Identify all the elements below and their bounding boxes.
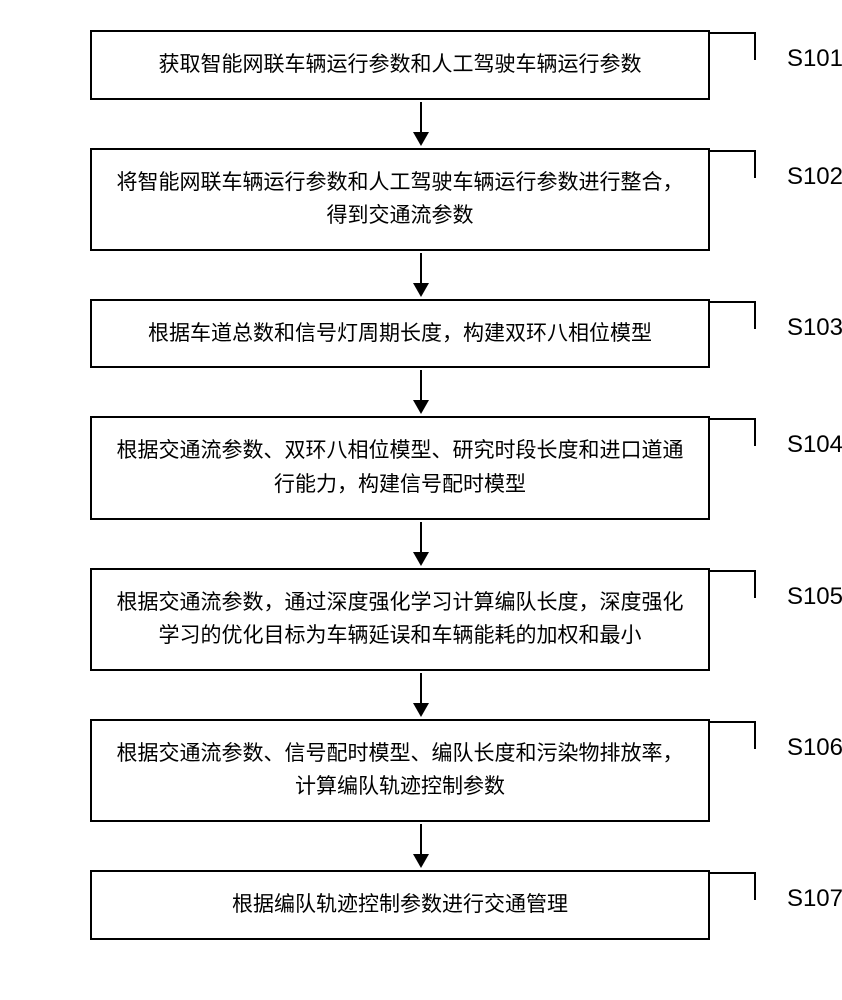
step-text: 根据车道总数和信号灯周期长度，构建双环八相位模型 [148, 317, 652, 351]
arrow-line [420, 370, 422, 400]
arrow-2 [413, 251, 429, 299]
connector-line [708, 150, 756, 178]
step-box-s103: 根据车道总数和信号灯周期长度，构建双环八相位模型 S103 [90, 299, 710, 369]
step-box-s104: 根据交通流参数、双环八相位模型、研究时段长度和进口道通行能力，构建信号配时模型 … [90, 416, 710, 519]
step-row-1: 获取智能网联车辆运行参数和人工驾驶车辆运行参数 S101 [50, 30, 792, 100]
step-row-5: 根据交通流参数，通过深度强化学习计算编队长度，深度强化学习的优化目标为车辆延误和… [50, 568, 792, 671]
arrow-line [420, 102, 422, 132]
step-row-6: 根据交通流参数、信号配时模型、编队长度和污染物排放率，计算编队轨迹控制参数 S1… [50, 719, 792, 822]
connector-line [708, 721, 756, 749]
step-text: 将智能网联车辆运行参数和人工驾驶车辆运行参数进行整合，得到交通流参数 [112, 166, 688, 233]
step-row-7: 根据编队轨迹控制参数进行交通管理 S107 [50, 870, 792, 940]
step-label-s107: S107 [787, 880, 842, 918]
arrow-line [420, 824, 422, 854]
box-container-1: 获取智能网联车辆运行参数和人工驾驶车辆运行参数 S101 [90, 30, 710, 100]
arrow-5 [413, 671, 429, 719]
arrow-head [413, 283, 429, 297]
step-text: 根据交通流参数，通过深度强化学习计算编队长度，深度强化学习的优化目标为车辆延误和… [112, 586, 688, 653]
box-container-4: 根据交通流参数、双环八相位模型、研究时段长度和进口道通行能力，构建信号配时模型 … [90, 416, 710, 519]
step-box-s106: 根据交通流参数、信号配时模型、编队长度和污染物排放率，计算编队轨迹控制参数 S1… [90, 719, 710, 822]
arrow-3 [413, 368, 429, 416]
arrow-line [420, 253, 422, 283]
connector-line [708, 872, 756, 900]
connector-line [708, 570, 756, 598]
arrow-6 [413, 822, 429, 870]
arrow-head [413, 552, 429, 566]
step-label-s104: S104 [787, 426, 842, 464]
step-label-s101: S101 [787, 40, 842, 78]
arrow-4 [413, 520, 429, 568]
step-text: 根据编队轨迹控制参数进行交通管理 [232, 888, 568, 922]
step-label-s106: S106 [787, 729, 842, 767]
step-text: 获取智能网联车辆运行参数和人工驾驶车辆运行参数 [159, 48, 642, 82]
step-row-3: 根据车道总数和信号灯周期长度，构建双环八相位模型 S103 [50, 299, 792, 369]
step-text: 根据交通流参数、信号配时模型、编队长度和污染物排放率，计算编队轨迹控制参数 [112, 737, 688, 804]
step-box-s105: 根据交通流参数，通过深度强化学习计算编队长度，深度强化学习的优化目标为车辆延误和… [90, 568, 710, 671]
box-container-6: 根据交通流参数、信号配时模型、编队长度和污染物排放率，计算编队轨迹控制参数 S1… [90, 719, 710, 822]
step-box-s101: 获取智能网联车辆运行参数和人工驾驶车辆运行参数 S101 [90, 30, 710, 100]
box-container-2: 将智能网联车辆运行参数和人工驾驶车辆运行参数进行整合，得到交通流参数 S102 [90, 148, 710, 251]
arrow-head [413, 703, 429, 717]
arrow-head [413, 132, 429, 146]
connector-line [708, 418, 756, 446]
step-label-s105: S105 [787, 578, 842, 616]
arrow-line [420, 673, 422, 703]
arrow-head [413, 854, 429, 868]
arrow-head [413, 400, 429, 414]
step-box-s107: 根据编队轨迹控制参数进行交通管理 S107 [90, 870, 710, 940]
step-row-2: 将智能网联车辆运行参数和人工驾驶车辆运行参数进行整合，得到交通流参数 S102 [50, 148, 792, 251]
box-container-5: 根据交通流参数，通过深度强化学习计算编队长度，深度强化学习的优化目标为车辆延误和… [90, 568, 710, 671]
step-row-4: 根据交通流参数、双环八相位模型、研究时段长度和进口道通行能力，构建信号配时模型 … [50, 416, 792, 519]
connector-line [708, 301, 756, 329]
flowchart-container: 获取智能网联车辆运行参数和人工驾驶车辆运行参数 S101 将智能网联车辆运行参数… [50, 30, 792, 940]
arrow-line [420, 522, 422, 552]
step-text: 根据交通流参数、双环八相位模型、研究时段长度和进口道通行能力，构建信号配时模型 [112, 434, 688, 501]
step-label-s102: S102 [787, 158, 842, 196]
connector-line [708, 32, 756, 60]
step-label-s103: S103 [787, 309, 842, 347]
arrow-1 [413, 100, 429, 148]
step-box-s102: 将智能网联车辆运行参数和人工驾驶车辆运行参数进行整合，得到交通流参数 S102 [90, 148, 710, 251]
box-container-3: 根据车道总数和信号灯周期长度，构建双环八相位模型 S103 [90, 299, 710, 369]
box-container-7: 根据编队轨迹控制参数进行交通管理 S107 [90, 870, 710, 940]
